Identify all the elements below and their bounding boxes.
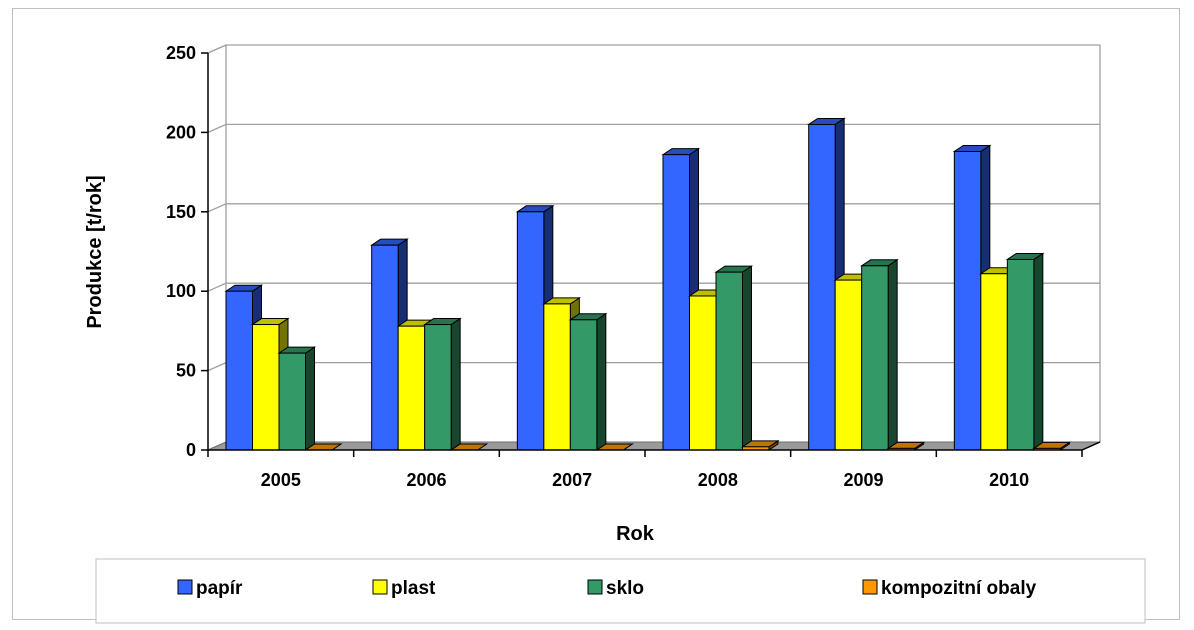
axes (201, 52, 1101, 457)
legend-swatch (587, 579, 603, 595)
bar (714, 265, 754, 451)
y-axis-title: Produkce [t/rok] (84, 175, 106, 328)
x-axis-title: Rok (616, 523, 655, 545)
y-tick-label: 150 (166, 202, 196, 222)
bar (568, 312, 608, 451)
legend-item: plast (372, 578, 436, 599)
bar (370, 238, 409, 451)
bar (423, 317, 462, 451)
gridline (207, 44, 1100, 54)
x-tick-label: 2008 (698, 470, 738, 490)
bar (740, 439, 780, 451)
bars (224, 117, 1071, 451)
legend-box (95, 558, 1146, 624)
legend-label: sklo (606, 578, 644, 599)
y-tick-labels: 0 50 100 150 200 250 (166, 43, 196, 460)
x-tick-label: 2007 (552, 470, 592, 490)
legend: papír plast sklo kompozitní obaly (177, 578, 1037, 599)
legend-item: sklo (587, 578, 644, 599)
legend-swatch (862, 579, 878, 595)
legend-label: kompozitní obaly (881, 578, 1037, 599)
x-tick-label: 2010 (989, 470, 1029, 490)
bar (860, 258, 899, 451)
plot-side-wall (207, 44, 227, 451)
y-tick-label: 200 (166, 122, 196, 142)
x-tick-label: 2006 (406, 470, 446, 490)
legend-swatch (372, 579, 388, 595)
legend-item: papír (177, 578, 243, 599)
y-tick-label: 0 (186, 440, 196, 460)
y-tick-label: 100 (166, 281, 196, 301)
legend-label: papír (196, 578, 243, 599)
legend-label: plast (391, 578, 436, 599)
y-tick-label: 250 (166, 43, 196, 63)
x-tick-labels: 2005 2006 2007 2008 2009 2010 (261, 470, 1029, 490)
y-tick-label: 50 (176, 361, 196, 381)
legend-swatch (177, 579, 193, 595)
bar (277, 346, 317, 451)
x-tick-label: 2009 (843, 470, 883, 490)
bar (303, 443, 343, 451)
bar (1005, 252, 1045, 451)
x-tick-label: 2005 (261, 470, 301, 490)
x-axis-line (208, 441, 1101, 451)
legend-item: kompozitní obaly (862, 578, 1037, 599)
